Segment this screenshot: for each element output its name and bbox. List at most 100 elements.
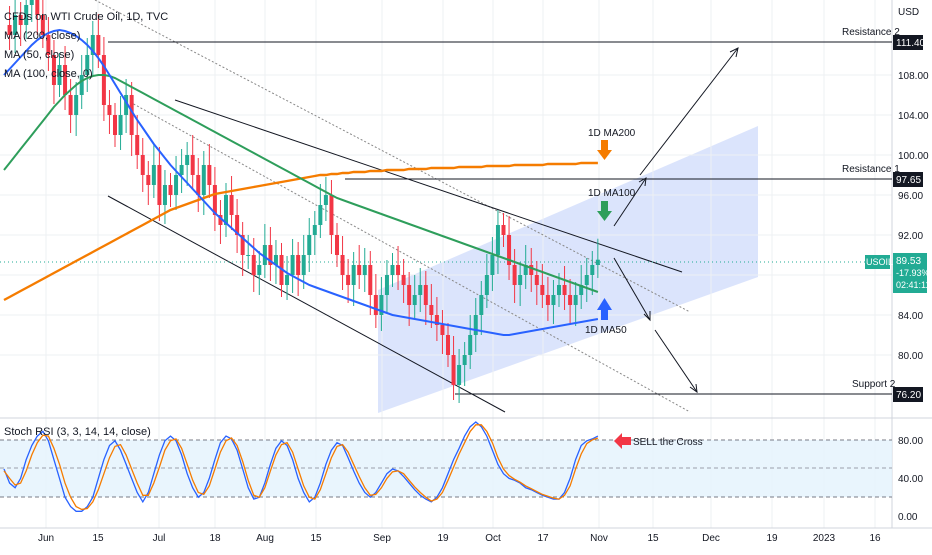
candle-body (224, 195, 228, 225)
candle-body (235, 215, 240, 235)
candle-body (79, 75, 84, 95)
candle-body (590, 265, 595, 275)
candle-body (179, 165, 184, 175)
candle-body (168, 185, 173, 195)
candle-body (329, 195, 334, 235)
last-price-badge: 89.53 -17.93% 02:41:11 (893, 253, 930, 293)
price-tick-label: 100.00 (898, 151, 929, 162)
time-tick-label: Dec (702, 533, 720, 544)
candle-body (113, 115, 117, 135)
resistance1-badge: 97.65 (893, 172, 923, 187)
candle-body (457, 365, 462, 385)
candle-body (323, 195, 328, 205)
svg-text:40.00: 40.00 (898, 474, 923, 485)
candle-body (18, 15, 23, 25)
candle-body (512, 265, 517, 285)
projection-arrow-down-support (654, 329, 698, 393)
candle-body (268, 245, 273, 265)
candle-body (412, 295, 417, 305)
candle-body (257, 265, 262, 275)
dotted-channel-lower (129, 101, 691, 413)
candle-body (446, 335, 450, 355)
candle-body (13, 15, 18, 35)
candle-body (595, 259, 600, 265)
candle-body (429, 305, 434, 315)
symbol-badge: USOIL (865, 255, 893, 269)
candles (7, 0, 600, 403)
support2-badge: 76.20 (893, 387, 923, 402)
candle-body (162, 185, 167, 205)
last-price: 89.53 (896, 256, 921, 267)
candle-body (218, 215, 223, 225)
time-tick-label: 15 (310, 533, 322, 544)
candle-body (557, 285, 561, 295)
candle-body (35, 0, 40, 15)
candle-body (462, 355, 467, 365)
support2-label: Support 2 (852, 379, 896, 390)
time-tick-label: Jul (153, 533, 166, 544)
currency-label: USD (898, 7, 919, 18)
time-tick-label: 2023 (813, 533, 836, 544)
svg-text:76.20: 76.20 (896, 390, 921, 401)
candle-body (379, 295, 384, 315)
legend-ma200[interactable]: MA (200, close) (4, 30, 81, 42)
ma100-label: 1D MA100 (588, 188, 636, 199)
candle-body (490, 255, 495, 275)
projection-arrow-up-major (639, 47, 739, 176)
candle-body (57, 65, 62, 85)
legend-title[interactable]: CFDs on WTI Crude Oil, 1D, TVC (4, 11, 169, 23)
candle-body (251, 255, 256, 275)
candle-body (262, 245, 267, 265)
candle-body (129, 95, 134, 135)
candle-body (468, 335, 473, 355)
resistance2-badge: 111.40 (893, 35, 926, 50)
candle-body (74, 95, 79, 115)
candle-body (518, 275, 523, 285)
candle-body (107, 105, 112, 115)
legend-ma100[interactable]: MA (100, close, 0) (4, 68, 93, 80)
time-tick-label: Jun (38, 533, 54, 544)
candle-body (212, 185, 217, 215)
ma50-marker-icon (597, 298, 612, 320)
candle-body (90, 35, 95, 55)
candle-body (473, 315, 478, 335)
candle-body (85, 55, 90, 75)
candle-body (246, 255, 251, 256)
svg-text:0.00: 0.00 (898, 512, 918, 523)
candle-body (68, 95, 73, 115)
candle-body (423, 285, 428, 305)
candle-body (584, 275, 589, 285)
candle-body (7, 25, 12, 35)
candle-body (351, 265, 356, 285)
time-tick-label: 15 (647, 533, 659, 544)
candle-body (96, 35, 101, 55)
candle-body (196, 175, 201, 195)
candle-body (346, 275, 351, 285)
candle-body (118, 115, 123, 135)
candle-body (24, 5, 29, 25)
candle-body (507, 235, 512, 265)
legend-ma50[interactable]: MA (50, close) (4, 49, 75, 61)
candle-body (529, 265, 534, 275)
candle-body (140, 155, 145, 175)
candle-body (135, 135, 140, 155)
stoch-d-line (3, 424, 599, 511)
channel-bottom-line (107, 195, 506, 413)
candle-body (151, 165, 156, 185)
candle-body (501, 225, 506, 235)
candle-body (301, 255, 306, 275)
time-tick-label: 19 (437, 533, 449, 544)
candle-body (562, 285, 567, 295)
candle-body (484, 275, 489, 295)
time-tick-label: Oct (485, 533, 501, 544)
ma100-line (3, 74, 599, 293)
price-tick-label: 108.00 (898, 71, 929, 82)
time-tick-label: 19 (766, 533, 778, 544)
price-tick-label: 104.00 (898, 111, 929, 122)
time-tick-label: 18 (209, 533, 221, 544)
svg-text:USOIL: USOIL (866, 257, 893, 267)
candle-body (390, 265, 395, 275)
candle-body (185, 155, 190, 165)
